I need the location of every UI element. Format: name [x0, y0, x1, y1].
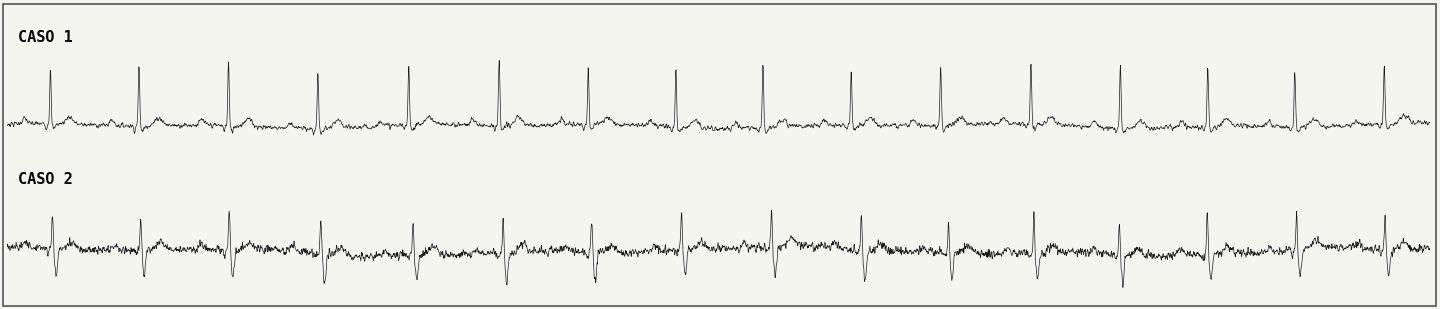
Text: CASO 2: CASO 2: [17, 172, 73, 187]
Text: CASO 1: CASO 1: [17, 30, 73, 44]
